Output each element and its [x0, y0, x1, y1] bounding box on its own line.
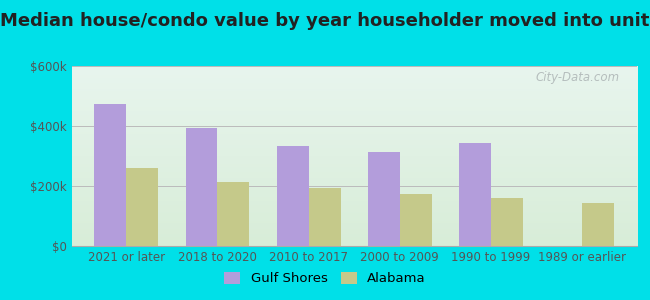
Bar [94, 103, 126, 246]
Text: City-Data.com: City-Data.com [536, 71, 620, 84]
Bar [309, 188, 341, 246]
Bar [218, 182, 250, 246]
Bar [491, 198, 523, 246]
Bar [459, 142, 491, 246]
Text: Median house/condo value by year householder moved into unit: Median house/condo value by year househo… [0, 12, 650, 30]
Bar [400, 194, 432, 246]
Bar [126, 168, 158, 246]
Bar [368, 152, 400, 246]
Bar [185, 128, 218, 246]
Bar [277, 146, 309, 246]
Legend: Gulf Shores, Alabama: Gulf Shores, Alabama [219, 266, 431, 290]
Bar [582, 202, 614, 246]
